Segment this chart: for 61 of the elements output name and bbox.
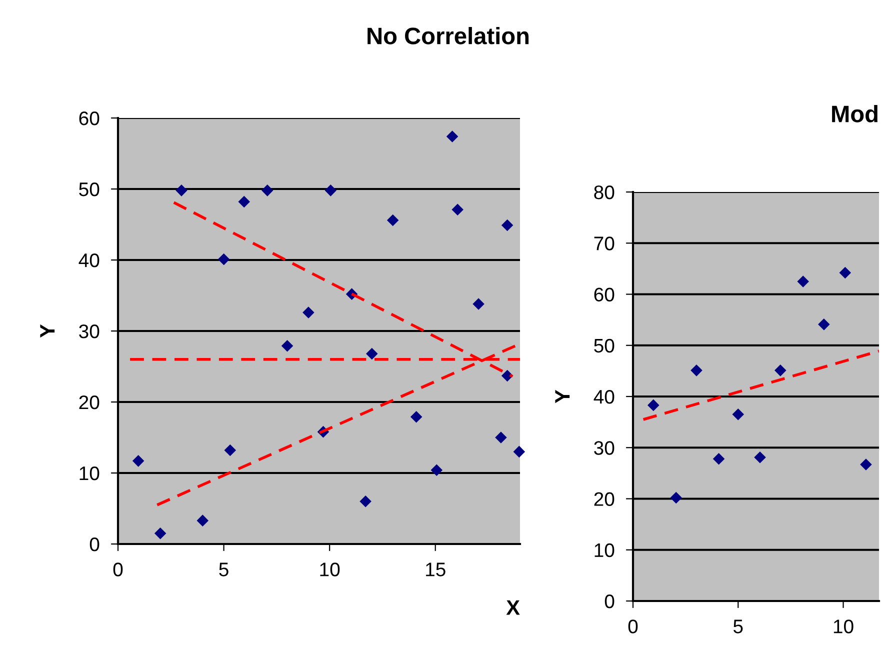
point [282, 340, 293, 352]
y-axis-title: Y [555, 390, 570, 404]
point [472, 298, 484, 310]
y-tick-label: 60 [79, 111, 100, 126]
y-tick-label: 60 [594, 288, 614, 302]
y-tick-label: 10 [80, 466, 100, 480]
y-tick-label: 40 [594, 390, 614, 404]
y-tick-label: 20 [594, 492, 614, 506]
point [446, 130, 458, 142]
y-tick-label: 30 [79, 324, 100, 338]
x-tick-label: 5 [219, 562, 228, 576]
point [818, 318, 830, 330]
y-axis-title: Y [40, 324, 55, 338]
y-tick-label: 50 [594, 338, 614, 353]
point [514, 446, 525, 458]
x-tick-label: 15 [426, 562, 446, 576]
chart-title: No Correlation [368, 26, 529, 44]
chart-title: Mod [832, 104, 878, 122]
point [197, 514, 208, 526]
y-tick-label: 20 [79, 395, 100, 410]
y-tick-label: 0 [90, 537, 100, 552]
point [410, 411, 422, 423]
y-tick-label: 80 [594, 185, 614, 200]
x-tick-label: 10 [320, 562, 340, 576]
x-tick-label: 5 [734, 620, 743, 634]
x-tick-label: 0 [628, 620, 638, 634]
point [860, 458, 872, 470]
point [670, 492, 682, 504]
x-axis-title: X [506, 600, 520, 615]
point [732, 408, 744, 420]
y-tick-label: 70 [594, 236, 614, 250]
point [387, 214, 398, 226]
point [495, 432, 507, 444]
point [154, 528, 166, 539]
point [797, 276, 809, 288]
point [132, 455, 144, 467]
y-tick-label: 50 [79, 182, 100, 196]
point [840, 267, 851, 278]
y-tick-label: 10 [594, 543, 614, 558]
point [754, 452, 766, 463]
point [431, 464, 442, 476]
y-tick-label: 40 [78, 253, 100, 268]
point [325, 184, 336, 196]
point [302, 306, 314, 318]
point [218, 254, 230, 265]
point [360, 496, 372, 508]
x-tick-label: 10 [834, 620, 854, 634]
point [502, 220, 513, 231]
point [238, 196, 250, 208]
point [176, 184, 188, 196]
y-tick-label: 0 [604, 594, 614, 608]
point [690, 364, 702, 376]
point [713, 453, 724, 464]
point [366, 348, 378, 360]
y-tick-label: 30 [594, 441, 614, 455]
point [648, 400, 659, 411]
point [224, 444, 236, 456]
x-tick-label: 0 [113, 562, 123, 576]
point [262, 184, 273, 196]
point [774, 364, 786, 376]
point [452, 204, 464, 216]
